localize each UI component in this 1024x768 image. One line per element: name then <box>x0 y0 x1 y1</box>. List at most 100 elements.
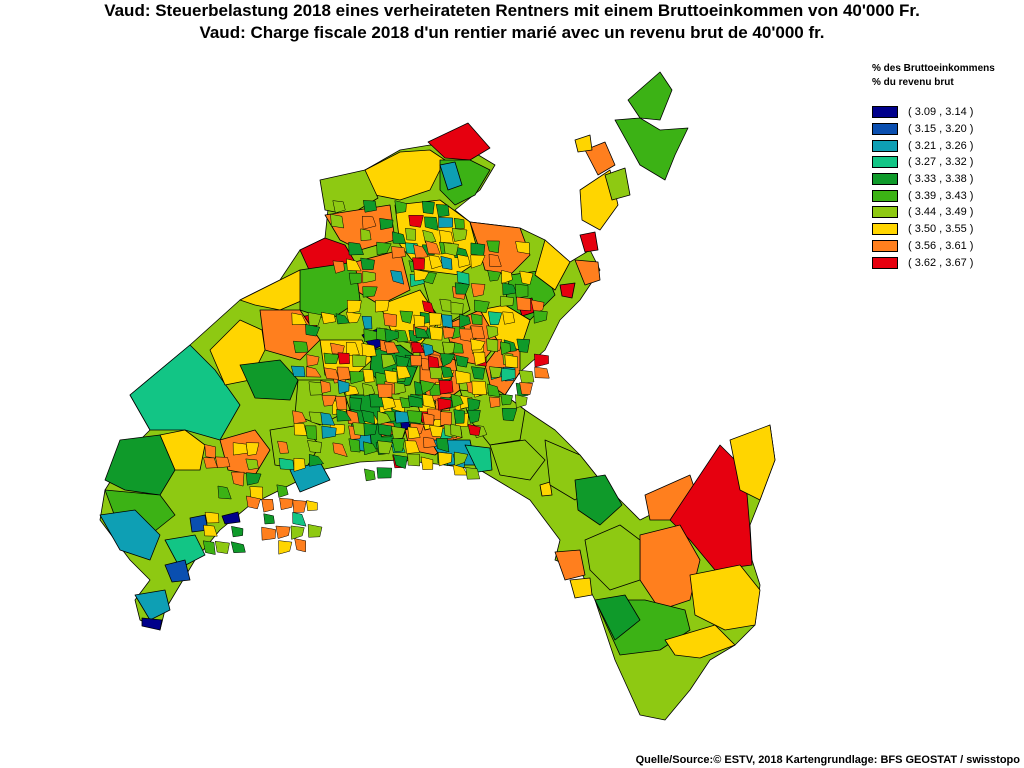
map-municipality <box>384 370 398 384</box>
map-municipality <box>470 283 486 298</box>
map-municipality <box>361 342 377 358</box>
map-region <box>584 141 616 176</box>
map-municipality <box>399 310 414 324</box>
map-municipality <box>413 314 425 328</box>
map-municipality <box>245 472 262 486</box>
map-region <box>489 439 546 481</box>
map-municipality <box>488 254 502 267</box>
legend-item: ( 3.21 , 3.26 ) <box>872 137 1022 154</box>
legend-item: ( 3.50 , 3.55 ) <box>872 221 1022 238</box>
map-municipality <box>307 312 322 326</box>
map-municipality <box>408 215 424 228</box>
map-municipality <box>391 246 406 259</box>
legend-label: ( 3.39 , 3.43 ) <box>908 189 974 202</box>
map-municipality <box>360 228 372 241</box>
map-municipality <box>203 524 218 537</box>
map-municipality <box>467 397 481 412</box>
map-municipality <box>453 409 465 424</box>
map-municipality <box>437 397 452 411</box>
map-region <box>439 161 463 191</box>
map-municipality <box>438 380 454 395</box>
map-municipality <box>429 425 444 438</box>
map-municipality <box>381 354 397 369</box>
legend-swatch <box>872 223 898 236</box>
legend-label: ( 3.62 , 3.67 ) <box>908 256 974 269</box>
map-municipality <box>486 325 499 339</box>
legend-list: ( 3.09 , 3.14 ) ( 3.15 , 3.20 ) ( 3.21 , 3… <box>872 104 1022 271</box>
map-municipality <box>330 213 344 229</box>
map-municipality <box>407 426 421 440</box>
map-municipality <box>308 381 323 396</box>
map-municipality <box>362 286 378 298</box>
map-region <box>574 134 593 153</box>
map-municipality <box>428 326 443 341</box>
map-municipality <box>486 338 499 353</box>
map-municipality <box>336 408 352 422</box>
map-municipality <box>230 541 246 553</box>
map-municipality <box>487 311 503 326</box>
map-region <box>584 524 641 591</box>
legend-item: ( 3.33 , 3.38 ) <box>872 171 1022 188</box>
map-municipality <box>399 397 411 408</box>
map-municipality <box>467 409 481 424</box>
legend-label: ( 3.56 , 3.61 ) <box>908 239 974 252</box>
map-region <box>614 117 689 181</box>
map-municipality <box>362 215 377 230</box>
map-municipality <box>519 382 534 395</box>
map-municipality <box>320 412 336 426</box>
map-municipality <box>470 338 486 351</box>
map-municipality <box>465 467 481 480</box>
map-municipality <box>394 200 407 214</box>
map-municipality <box>413 244 429 259</box>
map-municipality <box>516 338 531 353</box>
map-municipality <box>345 342 360 356</box>
legend-swatch <box>872 239 898 252</box>
map-region <box>427 122 491 161</box>
map-municipality <box>294 538 306 553</box>
map-municipality <box>470 313 483 326</box>
map-municipality <box>454 282 470 295</box>
map-municipality <box>202 540 216 555</box>
map-municipality <box>502 311 515 325</box>
legend-label: ( 3.21 , 3.26 ) <box>908 139 974 152</box>
map-region <box>579 231 599 253</box>
map-municipality <box>500 393 513 406</box>
map-municipality <box>245 495 261 510</box>
map-municipality <box>377 423 393 437</box>
map-municipality <box>429 366 443 380</box>
map-municipality <box>292 410 307 424</box>
map-municipality <box>407 395 423 408</box>
legend-item: ( 3.62 , 3.67 ) <box>872 254 1022 271</box>
title-french: Vaud: Charge fiscale 2018 d'un rentier m… <box>199 23 825 42</box>
map-municipality <box>425 240 441 255</box>
map-region <box>569 577 593 599</box>
legend: % des Bruttoeinkommens % du revenu brut … <box>872 62 1022 271</box>
map-municipality <box>245 442 260 456</box>
map-municipality <box>515 394 528 409</box>
map-municipality <box>453 451 469 467</box>
legend-heading-german: % des Bruttoeinkommens <box>872 63 995 74</box>
map-municipality <box>346 258 362 272</box>
map-municipality <box>304 425 317 440</box>
map-municipality <box>500 341 511 356</box>
legend-item: ( 3.44 , 3.49 ) <box>872 204 1022 221</box>
map-municipality <box>414 327 430 338</box>
map-municipality <box>438 217 453 228</box>
map-municipality <box>534 366 550 379</box>
map-municipality <box>376 241 392 255</box>
map-municipality <box>332 260 345 274</box>
map-municipality <box>337 352 350 365</box>
map-municipality <box>230 471 245 487</box>
map-municipality <box>348 242 364 256</box>
legend-label: ( 3.44 , 3.49 ) <box>908 206 974 219</box>
map-municipality <box>455 354 469 368</box>
map-municipality <box>363 441 378 456</box>
map-municipality <box>470 366 486 380</box>
map-municipality <box>404 440 420 454</box>
map-municipality <box>232 442 248 456</box>
map-municipality <box>501 408 518 422</box>
map-municipality <box>406 410 423 424</box>
map-municipality <box>442 341 455 356</box>
map-municipality <box>362 270 376 284</box>
map-municipality <box>440 255 453 270</box>
